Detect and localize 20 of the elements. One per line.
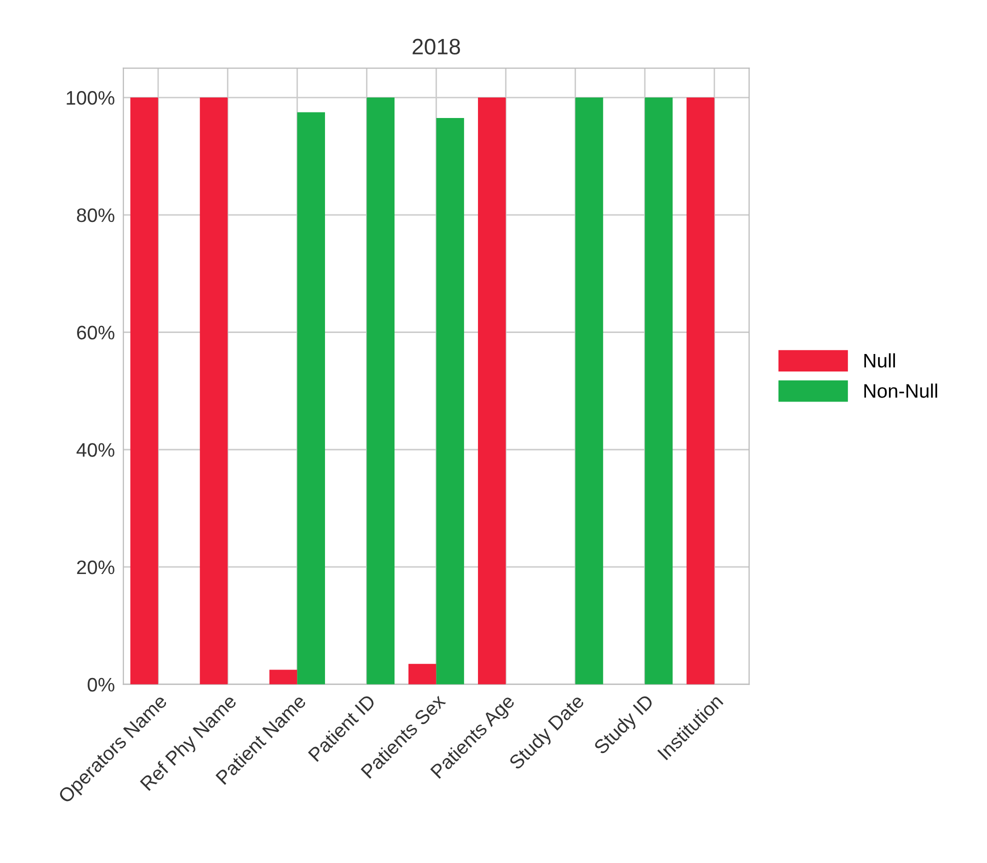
y-tick-label: 100% [66,90,114,105]
bar [366,98,395,684]
bar [408,664,436,684]
legend-label: Non-Null [864,384,938,398]
bar [200,98,228,684]
bar [478,98,506,684]
bar [644,98,673,684]
bar [269,670,298,684]
legend-label: Null [864,353,895,368]
y-tick-label: 20% [77,560,114,574]
bar [436,118,464,684]
chart-title: 2018 [412,38,460,55]
bar [130,98,158,684]
bar [686,98,714,684]
y-tick-label: 40% [76,443,114,457]
bar [297,112,326,684]
bar [575,98,604,684]
y-tick-label: 80% [76,208,114,222]
y-tick-label: 60% [77,326,114,340]
y-tick-label: 0% [88,678,114,692]
